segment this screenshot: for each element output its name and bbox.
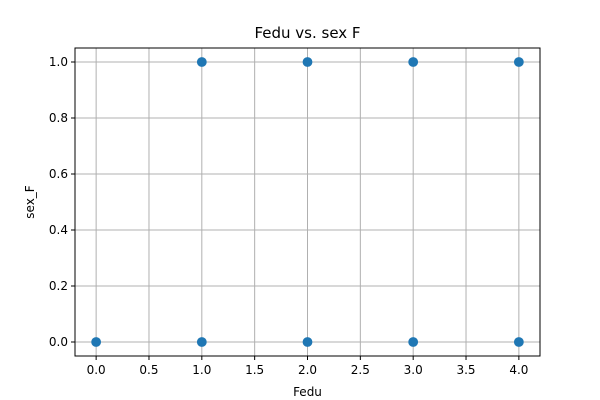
data-point xyxy=(196,337,207,347)
y-axis-ticks: 0.0 0.2 0.4 0.6 0.8 1.0 xyxy=(49,55,75,349)
y-tick-label: 0.2 xyxy=(49,279,68,293)
data-point xyxy=(302,57,313,67)
x-axis-ticks: 0.0 0.5 1.0 1.5 2.0 2.5 3.0 3.5 4.0 xyxy=(87,356,528,377)
x-tick-label: 1.5 xyxy=(245,363,264,377)
data-point xyxy=(513,57,524,67)
y-tick-label: 1.0 xyxy=(49,55,68,69)
data-point xyxy=(196,57,207,67)
data-points xyxy=(91,57,524,347)
x-tick-label: 3.5 xyxy=(456,363,475,377)
x-tick-label: 4.0 xyxy=(509,363,528,377)
data-point xyxy=(408,337,419,347)
data-point xyxy=(408,57,419,67)
x-tick-label: 0.5 xyxy=(139,363,158,377)
y-tick-label: 0.6 xyxy=(49,167,68,181)
y-axis-label: sex_F xyxy=(23,185,37,219)
chart-title: Fedu vs. sex F xyxy=(254,24,360,42)
y-tick-label: 0.8 xyxy=(49,111,68,125)
data-point xyxy=(513,337,524,347)
x-axis-label: Fedu xyxy=(293,385,322,399)
data-point xyxy=(91,337,102,347)
y-tick-label: 0.0 xyxy=(49,335,68,349)
x-tick-label: 2.5 xyxy=(351,363,370,377)
x-tick-label: 3.0 xyxy=(404,363,423,377)
data-point xyxy=(302,337,313,347)
x-tick-label: 1.0 xyxy=(192,363,211,377)
x-tick-label: 0.0 xyxy=(87,363,106,377)
y-tick-label: 0.4 xyxy=(49,223,68,237)
x-tick-label: 2.0 xyxy=(298,363,317,377)
grid xyxy=(75,48,540,356)
